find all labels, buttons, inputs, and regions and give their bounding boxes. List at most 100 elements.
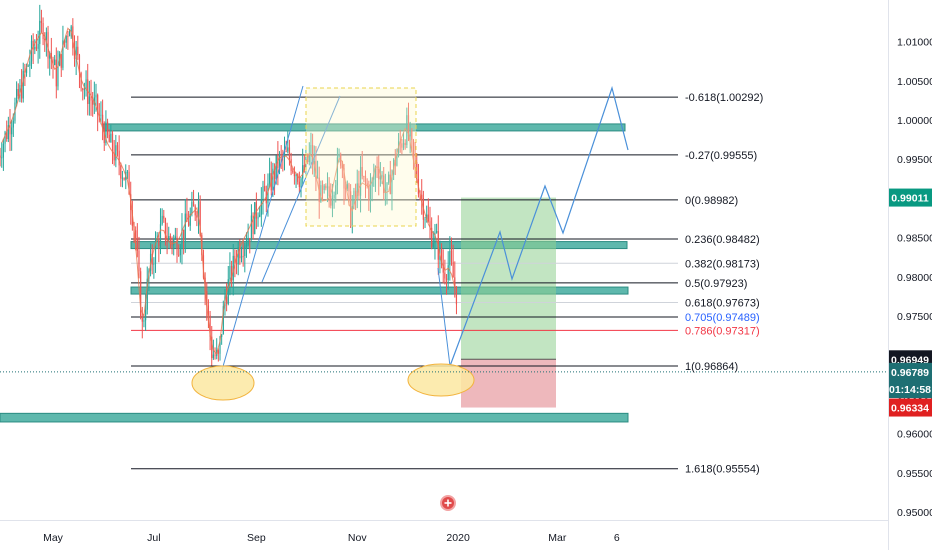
candle-body (240, 255, 243, 259)
candle-body (206, 291, 208, 306)
candle-body (191, 202, 193, 214)
candle-body (287, 147, 289, 152)
candle-body (376, 168, 378, 170)
time-axis[interactable]: May Jul Sep Nov 2020 Mar 6 (0, 520, 888, 550)
candle-body (298, 181, 300, 188)
candle-body (396, 153, 398, 166)
candle-body (115, 145, 117, 161)
event-marker-icon[interactable] (440, 495, 456, 511)
candle-body (361, 167, 363, 177)
candle-body (402, 142, 405, 148)
candle-body (163, 215, 165, 219)
candle-body (178, 254, 180, 256)
candle-body (118, 150, 120, 166)
candle-body (373, 177, 375, 180)
candle-body (345, 188, 347, 190)
candle-body (275, 155, 277, 180)
candle-body (27, 65, 29, 67)
time-tick-label: May (43, 532, 64, 544)
candle-body (416, 162, 418, 180)
candle-body (229, 266, 231, 280)
candle-body (209, 315, 211, 337)
candle-body (326, 186, 329, 189)
candle-body (184, 213, 186, 240)
candle-body (9, 125, 11, 135)
price-tick-label: 0.95500 (897, 468, 932, 480)
candle-body (39, 20, 41, 44)
zones-layer (0, 123, 629, 423)
candle-body (328, 186, 330, 196)
candle-body (449, 250, 451, 266)
candle-body (2, 143, 4, 158)
candle-body (187, 221, 190, 226)
price-tick-label: 1.00500 (897, 76, 932, 88)
price-axis[interactable]: 1.010001.005001.000000.995000.990000.985… (888, 0, 932, 550)
candle-body (108, 134, 110, 143)
candle-body (192, 202, 195, 207)
candle-body (252, 215, 254, 235)
candle-body (49, 52, 51, 59)
candle-body (85, 79, 87, 90)
candle-body (42, 23, 44, 39)
candle-body (374, 168, 377, 178)
candle-body (292, 170, 294, 172)
candle-body (37, 43, 39, 49)
candle-body (368, 185, 370, 200)
candle-body (341, 165, 343, 168)
candle-body (323, 185, 325, 190)
candle-body (363, 176, 365, 177)
candle-body (35, 46, 38, 49)
fib-level-label: 0.705(0.97489) (685, 312, 760, 324)
candle-body (20, 85, 23, 99)
candle-body (414, 154, 416, 163)
candle-body (199, 201, 201, 236)
price-tick-label: 0.98500 (897, 233, 932, 245)
candle-body (378, 168, 380, 180)
candle-body (364, 176, 367, 184)
candle-body (164, 218, 167, 240)
fib-labels-layer: -0.618(1.00292) -0.27(0.99555) 0(0.98982) 0… (685, 92, 763, 476)
candle-body (143, 320, 145, 322)
candle-body (123, 177, 125, 180)
position-profit-zone[interactable] (461, 197, 556, 360)
candle-body (72, 26, 74, 49)
candle-body (237, 246, 239, 265)
candle-body (222, 306, 224, 335)
candle-body (269, 173, 271, 184)
price-tag-label: 0.96789 (891, 367, 929, 379)
time-tick-label: Nov (348, 532, 367, 544)
candle-body (338, 154, 340, 158)
candle-body (260, 199, 262, 215)
time-tick-label: Mar (548, 532, 567, 544)
candle-body (52, 58, 54, 65)
candle-body (1, 157, 3, 159)
candle-body (100, 114, 102, 116)
candle-body (310, 145, 312, 154)
candle-body (421, 194, 423, 199)
candle-body (295, 174, 297, 177)
candle-body (183, 229, 185, 240)
candle-body (19, 85, 21, 97)
candle-body (173, 238, 175, 246)
position-tool[interactable] (461, 197, 556, 408)
candle-body (388, 174, 390, 183)
candle-body (80, 72, 82, 89)
price-tag (889, 188, 932, 207)
candle-body (285, 151, 287, 152)
candle-body (272, 168, 274, 191)
time-tick-label: 6 (614, 532, 620, 544)
candle-body (297, 174, 299, 182)
candle-body (135, 230, 137, 240)
candle-body (452, 261, 454, 278)
candle-body (106, 121, 109, 135)
candle-body (383, 175, 385, 194)
candle-body (4, 132, 6, 144)
candle-body (333, 195, 335, 199)
price-tick-label: 1.01000 (897, 37, 932, 49)
candle-body (330, 195, 332, 206)
candle-body (250, 215, 253, 241)
candle-body (120, 165, 122, 179)
candle-body (197, 201, 200, 218)
position-loss-zone[interactable] (461, 359, 556, 408)
